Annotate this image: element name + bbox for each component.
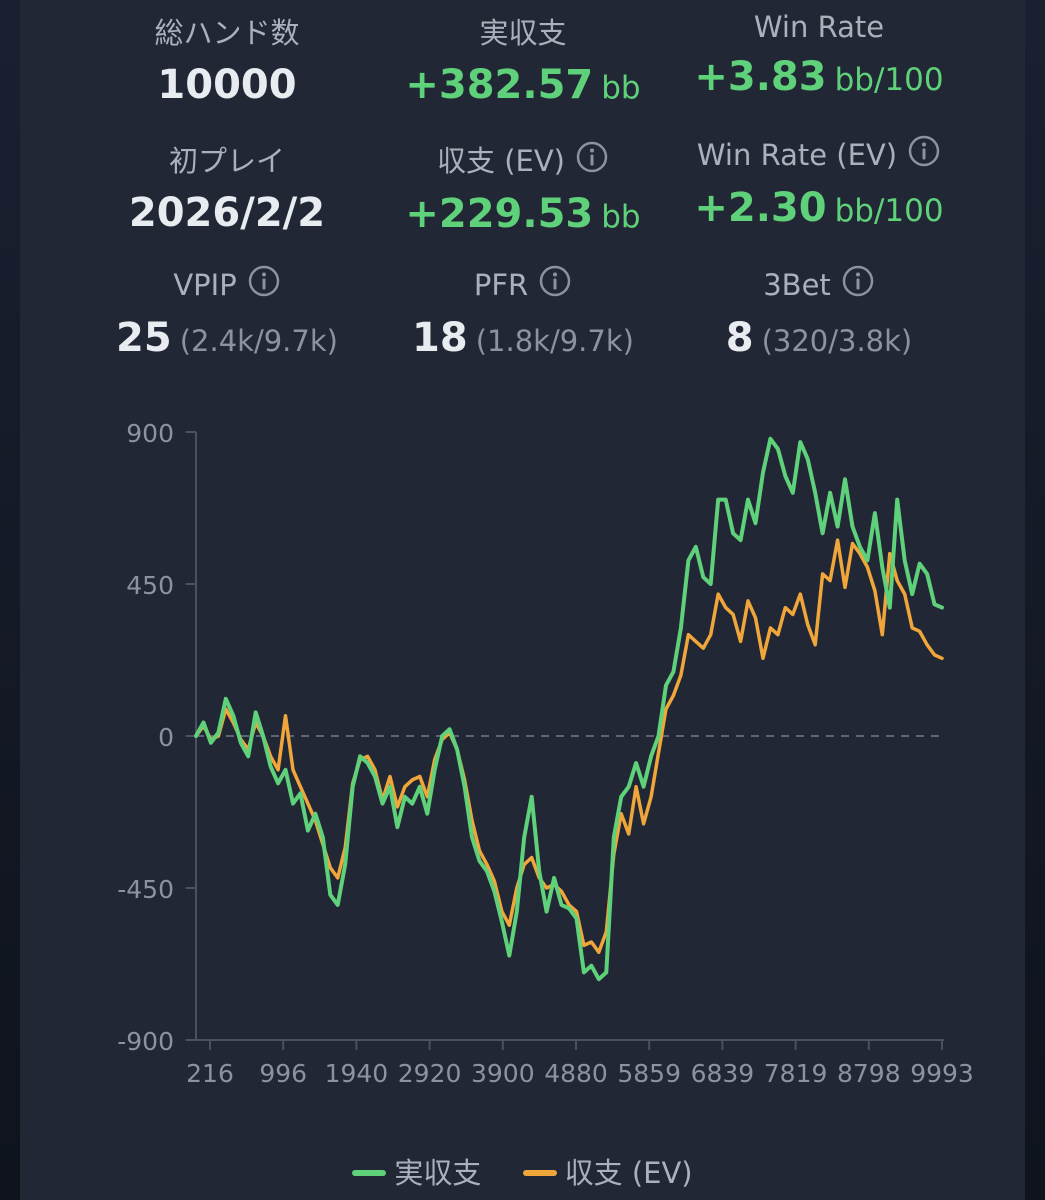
profit-chart: 900 450 0 -450 -900 216 996 1940 2920 3900 4880 585… (117, 419, 974, 1088)
stats-panel (20, 0, 1025, 1200)
stat-number: 8 (725, 314, 754, 361)
info-icon[interactable] (841, 264, 875, 305)
stat-value: 18 (1.8k/9.7k) (373, 315, 673, 361)
x-tick-label: 1940 (325, 1059, 389, 1088)
legend-label-actual: 実収支 (394, 1156, 482, 1190)
x-tick-label: 5859 (617, 1059, 681, 1088)
x-tick-label: 216 (186, 1059, 234, 1088)
stat-3bet: 3Bet 8 (320/3.8k) (669, 265, 969, 361)
x-tick-label: 996 (259, 1059, 307, 1088)
stat-label: 実収支 (479, 16, 567, 50)
stat-unit: bb (601, 198, 641, 235)
stat-ev-profit: 収支 (EV) +229.53 bb (373, 138, 673, 237)
stat-label: 総ハンド数 (154, 16, 300, 50)
stat-label-text: Win Rate (EV) (696, 138, 898, 172)
stat-value: +382.57 bb (373, 62, 673, 108)
stat-value: +2.30 bb/100 (669, 185, 969, 231)
y-tick-label: -450 (117, 875, 174, 904)
legend-swatch-actual (352, 1170, 387, 1176)
stat-win-rate: Win Rate +3.83 bb/100 (669, 10, 969, 100)
stat-detail: (320/3.8k) (761, 323, 913, 358)
stat-label: 初プレイ (168, 144, 285, 178)
info-icon[interactable] (247, 264, 281, 305)
stat-number: +2.30 (694, 184, 827, 231)
y-tick-label: 450 (126, 571, 174, 600)
stat-ev-win-rate: Win Rate (EV) +2.30 bb/100 (669, 135, 969, 231)
x-tick-label: 3900 (471, 1059, 535, 1088)
stat-unit: bb (601, 70, 641, 106)
stat-unit: bb/100 (834, 62, 944, 98)
legend-swatch-ev (522, 1170, 557, 1176)
legend-label-ev: 収支 (EV) (564, 1156, 693, 1190)
stat-number: 25 (116, 314, 172, 361)
stat-label: VPIP (77, 265, 377, 305)
stat-value: +3.83 bb/100 (669, 54, 969, 100)
stat-label: Win Rate (753, 10, 885, 44)
stat-value: 2026/2/2 (128, 190, 326, 236)
stat-total-hands: 総ハンド数 10000 (77, 10, 377, 108)
stat-value: 10000 (157, 62, 297, 108)
left-edge (0, 0, 20, 1200)
stat-label: Win Rate (EV) (669, 135, 969, 175)
stat-label-text: VPIP (173, 268, 237, 302)
legend-item-actual[interactable]: 実収支 (352, 1150, 481, 1192)
stat-pfr: PFR 18 (1.8k/9.7k) (373, 265, 673, 361)
stat-label: PFR (373, 265, 673, 305)
stat-number: +382.57 (405, 62, 594, 108)
right-edge (1025, 0, 1045, 1200)
chart-legend: 実収支 収支 (EV) (0, 1150, 1045, 1192)
stat-number: +3.83 (694, 54, 827, 100)
legend-item-ev[interactable]: 収支 (EV) (522, 1150, 693, 1192)
stat-number: +229.53 (405, 190, 594, 237)
info-icon[interactable] (538, 264, 572, 305)
stat-label: 3Bet (669, 265, 969, 305)
stat-value: 8 (320/3.8k) (669, 315, 969, 361)
x-tick-label: 8798 (837, 1059, 901, 1088)
stat-detail: (1.8k/9.7k) (475, 323, 634, 358)
series-line-ev (194, 538, 944, 954)
info-icon[interactable] (575, 140, 609, 181)
stat-label-text: PFR (473, 268, 529, 302)
stat-first-play: 初プレイ 2026/2/2 (77, 138, 377, 236)
x-tick-label: 6839 (691, 1059, 755, 1088)
series-line-actual (194, 436, 944, 982)
y-tick-label: 900 (126, 419, 174, 448)
y-tick-label: 0 (158, 723, 174, 752)
stat-detail: (2.4k/9.7k) (179, 323, 338, 358)
stat-label-text: 収支 (EV) (436, 144, 565, 178)
stat-number: 18 (412, 314, 468, 361)
x-tick-label: 2920 (398, 1059, 462, 1088)
stat-label-text: 3Bet (763, 268, 831, 302)
stat-unit: bb/100 (834, 192, 944, 229)
stat-value: 25 (2.4k/9.7k) (77, 315, 377, 361)
x-tick-label: 7819 (764, 1059, 828, 1088)
stat-vpip: VPIP 25 (2.4k/9.7k) (77, 265, 377, 361)
x-tick-label: 4880 (544, 1059, 608, 1088)
y-tick-label: -900 (117, 1027, 174, 1056)
x-tick-label: 9993 (910, 1059, 974, 1088)
stat-value: +229.53 bb (373, 191, 673, 237)
stat-label: 収支 (EV) (373, 138, 673, 181)
info-icon[interactable] (907, 134, 941, 175)
stat-actual-profit: 実収支 +382.57 bb (373, 10, 673, 108)
